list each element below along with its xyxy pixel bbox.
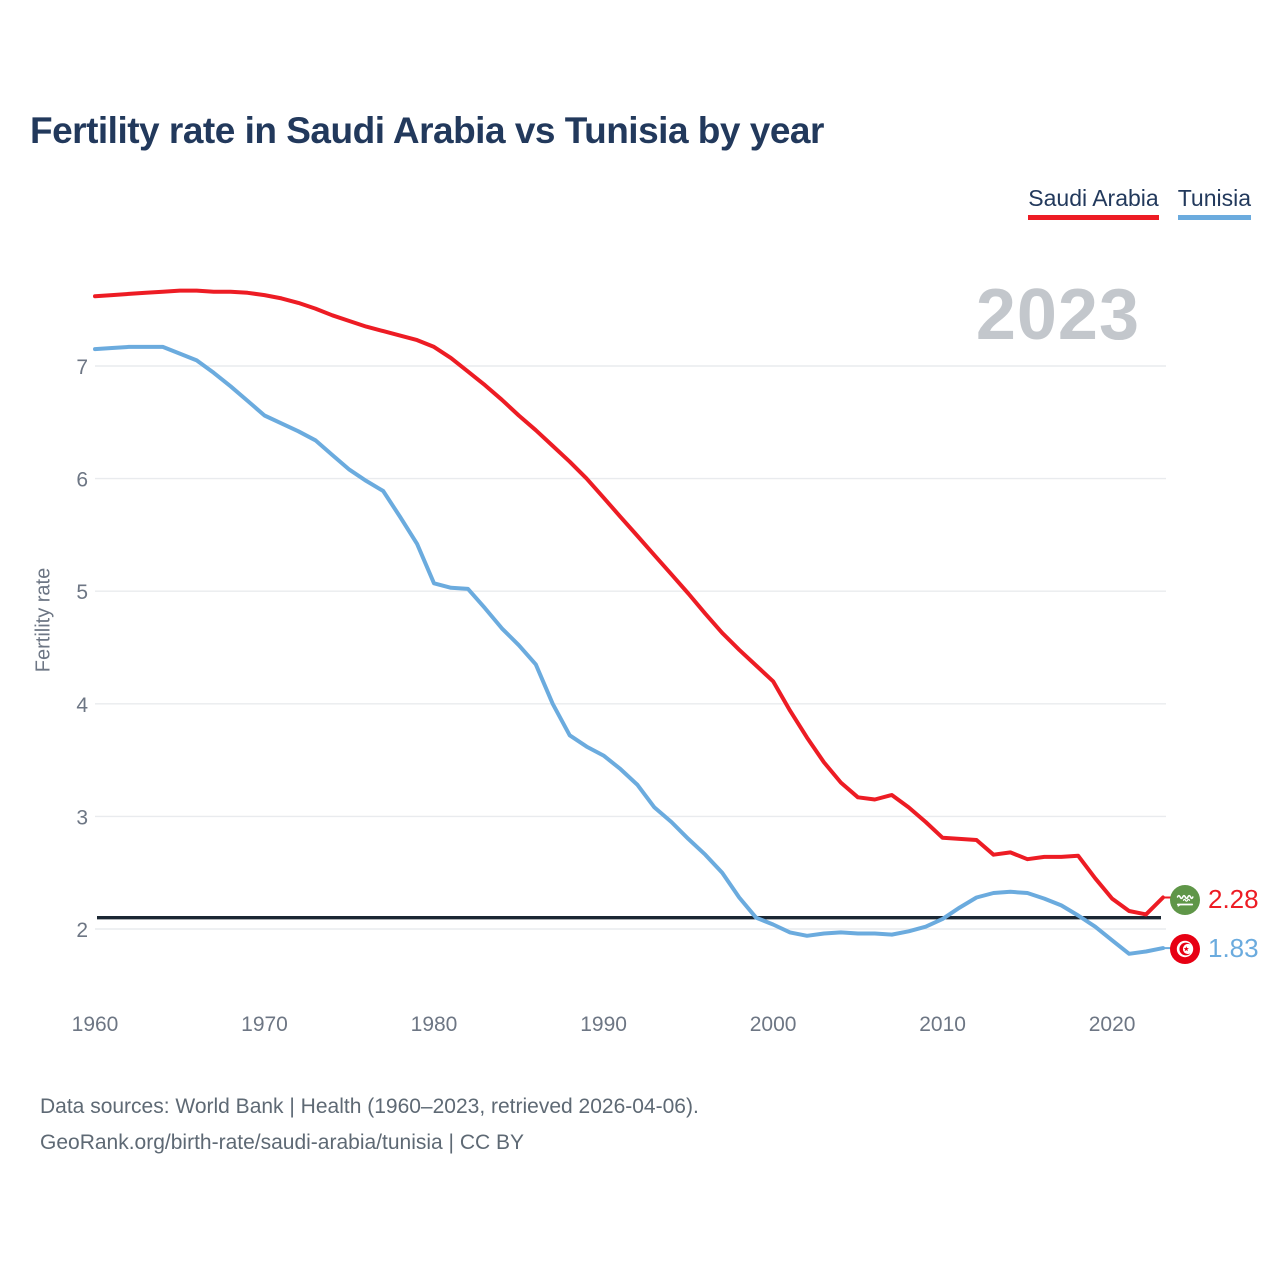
- y-tick-label: 6: [76, 469, 88, 492]
- saudi-end-label: 2.28: [1170, 884, 1259, 915]
- tunisia-last-value: 1.83: [1208, 933, 1259, 963]
- y-tick-label: 2: [76, 919, 88, 942]
- footer-sources-line: Data sources: World Bank | Health (1960–…: [40, 1095, 699, 1118]
- x-tick-label: 1990: [580, 1013, 627, 1036]
- chart-title: Fertility rate in Saudi Arabia vs Tunisi…: [30, 110, 824, 151]
- saudi-last-value: 2.28: [1208, 884, 1259, 914]
- footer: Data sources: World Bank | Health (1960–…: [40, 1089, 699, 1161]
- legend-item-saudi-arabia[interactable]: Saudi Arabia: [1028, 185, 1159, 220]
- footer-url-line: GeoRank.org/birth-rate/saudi-arabia/tuni…: [40, 1131, 525, 1155]
- y-tick-label: 3: [76, 806, 88, 829]
- x-tick-label: 2020: [1089, 1013, 1136, 1036]
- saudi-arabia-line: [93, 288, 1165, 917]
- year-watermark: 2023: [975, 275, 1140, 355]
- tunisia-flag-icon: [1170, 933, 1200, 964]
- legend-item-tunisia[interactable]: Tunisia: [1177, 185, 1251, 220]
- tunisia-end-label: 1.83: [1170, 933, 1259, 964]
- y-tick-label: 4: [76, 694, 88, 717]
- y-tick-label: 7: [76, 356, 88, 379]
- x-tick-label: 1970: [241, 1013, 288, 1036]
- x-tick-label: 1980: [411, 1013, 458, 1036]
- legend: Saudi Arabia Tunisia: [1028, 185, 1251, 220]
- x-tick-label: 1960: [72, 1013, 119, 1036]
- y-tick-label: 5: [76, 581, 88, 604]
- x-tick-label: 2000: [750, 1013, 797, 1036]
- tunisia-line: [93, 344, 1165, 956]
- saudi-arabia-flag-icon: [1170, 884, 1200, 915]
- x-tick-label: 2010: [919, 1013, 966, 1036]
